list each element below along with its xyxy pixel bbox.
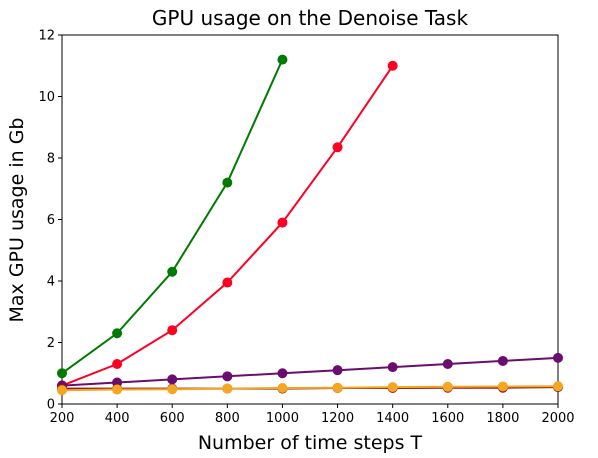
- data-point: [497, 355, 508, 366]
- plot-frame: [61, 34, 559, 405]
- data-point: [112, 359, 123, 370]
- data-point: [332, 365, 343, 376]
- y-axis-label: Max GPU usage in Gb: [6, 118, 28, 323]
- data-point: [277, 217, 288, 228]
- data-point: [57, 385, 67, 396]
- series-5: [57, 381, 563, 396]
- x-tick-label: 200: [50, 411, 75, 426]
- x-tick-label: 1000: [266, 411, 299, 426]
- data-point: [277, 54, 288, 65]
- x-tick-label: 2000: [541, 411, 574, 426]
- x-tick-label: 400: [105, 411, 130, 426]
- data-point: [222, 383, 233, 394]
- data-point: [553, 381, 563, 392]
- chart-title: GPU usage on the Denoise Task: [152, 6, 469, 30]
- y-tick-label: 0: [47, 398, 55, 413]
- data-point: [332, 142, 343, 153]
- data-point: [387, 60, 398, 71]
- x-tick-label: 1200: [321, 411, 354, 426]
- y-tick-label: 8: [47, 152, 55, 167]
- series-1: [57, 54, 288, 379]
- x-tick-label: 1400: [376, 411, 409, 426]
- y-tick-label: 6: [47, 213, 55, 228]
- data-point: [277, 383, 288, 394]
- x-axis-ticks: 200 400 600 800 1000 1200 1400 1600 1800 2000: [50, 404, 575, 426]
- x-axis-label: Number of time steps T: [198, 432, 423, 454]
- x-tick-label: 800: [215, 411, 240, 426]
- series-2: [57, 60, 398, 391]
- data-point: [387, 362, 398, 373]
- data-point: [167, 325, 178, 336]
- y-tick-label: 4: [47, 275, 55, 290]
- data-point: [222, 277, 233, 288]
- y-tick-label: 12: [38, 29, 55, 44]
- data-point: [553, 352, 563, 363]
- data-point: [167, 266, 178, 277]
- x-tick-label: 600: [160, 411, 185, 426]
- series-layer: [57, 54, 563, 396]
- plot-area: [61, 34, 559, 405]
- data-point: [497, 381, 508, 392]
- data-point: [277, 368, 288, 379]
- data-point: [332, 382, 343, 393]
- series-3: [57, 352, 563, 391]
- y-axis-ticks: 0 2 4 6 8 10 12: [38, 29, 62, 413]
- data-point: [167, 374, 178, 385]
- data-point: [442, 381, 453, 392]
- x-tick-label: 1600: [431, 411, 464, 426]
- y-tick-label: 2: [47, 336, 55, 351]
- data-point: [387, 382, 398, 393]
- data-point: [112, 328, 123, 339]
- data-point: [57, 368, 67, 379]
- series-line: [61, 356, 559, 387]
- data-point: [222, 177, 233, 188]
- series-line: [61, 385, 559, 392]
- data-point: [112, 384, 123, 395]
- x-tick-label: 1800: [486, 411, 519, 426]
- y-tick-label: 10: [38, 90, 55, 105]
- data-point: [222, 371, 233, 382]
- data-point: [167, 384, 178, 395]
- data-point: [442, 359, 453, 370]
